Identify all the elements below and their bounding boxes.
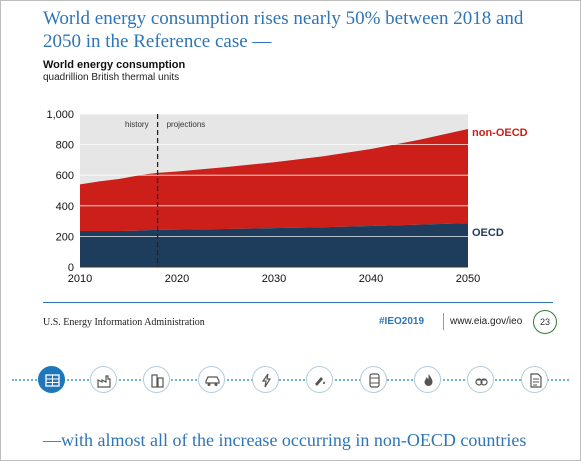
series-label-non-oecd: non-OECD: [472, 127, 528, 139]
page-number: 23: [533, 310, 557, 334]
document-icon[interactable]: [521, 366, 548, 393]
y-tick-label: 0: [68, 262, 74, 274]
history-label: history: [125, 120, 149, 129]
navigation-icon-strip: [0, 360, 581, 400]
y-tick-label: 1,000: [46, 109, 74, 121]
footer-rule: [43, 302, 553, 303]
x-tick-label: 2010: [68, 273, 92, 285]
x-tick-label: 2040: [359, 273, 383, 285]
x-tick-label: 2020: [165, 273, 189, 285]
natural-gas-flame-icon[interactable]: [414, 366, 441, 393]
x-tick-label: 2030: [262, 273, 286, 285]
footer-agency: U.S. Energy Information Administration: [43, 317, 205, 328]
industry-icon[interactable]: [90, 366, 117, 393]
footer-url[interactable]: www.eia.gov/ieo: [450, 316, 523, 327]
icon-strip-dotted-line: [12, 379, 569, 381]
y-tick-label: 800: [56, 140, 74, 152]
y-tick-label: 600: [56, 170, 74, 182]
oil-barrel-icon[interactable]: [360, 366, 387, 393]
buildings-icon[interactable]: [143, 366, 170, 393]
coal-icon[interactable]: [467, 366, 494, 393]
car-icon[interactable]: [198, 366, 225, 393]
slide-headline: World energy consumption rises nearly 50…: [43, 8, 524, 52]
chart-title: World energy consumption: [43, 59, 186, 71]
series-area-oecd: [80, 223, 468, 267]
footer-hashtag[interactable]: #IEO2019: [379, 316, 425, 327]
projections-label: projections: [167, 120, 206, 129]
chart-subtitle: quadrillion British thermal units: [43, 72, 180, 83]
x-tick-label: 2050: [456, 273, 480, 285]
footer-separator: [443, 313, 444, 330]
energy-consumption-chart: history projections 0 200 400 600 800 1,000 20…: [46, 109, 528, 285]
slide-caption: —with almost all of the increase occurri…: [43, 430, 527, 450]
petroleum-icon[interactable]: [306, 366, 333, 393]
series-label-oecd: OECD: [472, 227, 504, 239]
electricity-icon[interactable]: [252, 366, 279, 393]
y-tick-label: 400: [56, 201, 74, 213]
data-table-icon[interactable]: [38, 366, 65, 393]
y-tick-label: 200: [56, 231, 74, 243]
